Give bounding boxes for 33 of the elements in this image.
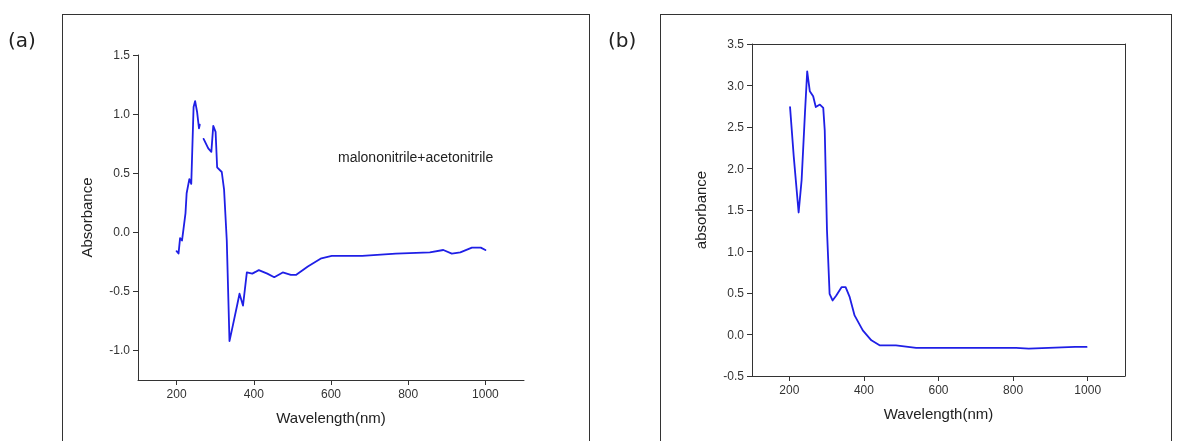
y-tick-label: 1.5 [113,48,131,62]
y-axis-title: Absorbance [78,177,95,258]
x-tick-label: 400 [853,383,875,397]
y-tick-label: 0.0 [727,327,745,342]
x-tick-label: 600 [320,387,342,401]
x-tick-label: 400 [243,387,265,401]
y-tick-label: -1.0 [109,343,131,358]
y-tick-label: 2.0 [727,161,745,176]
x-tick-label: 800 [398,387,419,401]
y-tick-label: 3.0 [727,78,745,93]
annotation: malononitrile+acetonitrile [338,149,494,165]
y-tick-label: 0.0 [113,225,131,240]
x-axis-title: Wavelength(nm) [276,409,386,426]
y-tick-label: 1.0 [113,107,131,122]
y-tick-label: 0.5 [727,286,745,300]
x-tick-label: 800 [1003,383,1024,397]
y-tick-label: 0.5 [113,166,131,181]
y-tick-label: 1.5 [727,203,745,217]
y-tick-label: -0.5 [723,369,745,383]
y-tick-label: 2.5 [727,120,745,134]
x-tick-label: 200 [166,387,187,401]
line-series [789,70,1088,350]
x-tick-label: 200 [779,383,800,397]
x-tick-label: 1000 [1074,383,1102,397]
x-tick-label: 1000 [472,387,500,401]
x-tick-label: 600 [928,383,949,397]
text: (a) [8,28,36,52]
y-axis-title: absorbance [692,170,709,250]
y-tick-label: 1.0 [727,244,745,259]
text: (b) [608,28,637,52]
y-tick-label: 3.5 [727,37,745,51]
y-tick-label: -0.5 [109,284,131,299]
x-axis-title: Wavelength(nm) [883,405,994,422]
